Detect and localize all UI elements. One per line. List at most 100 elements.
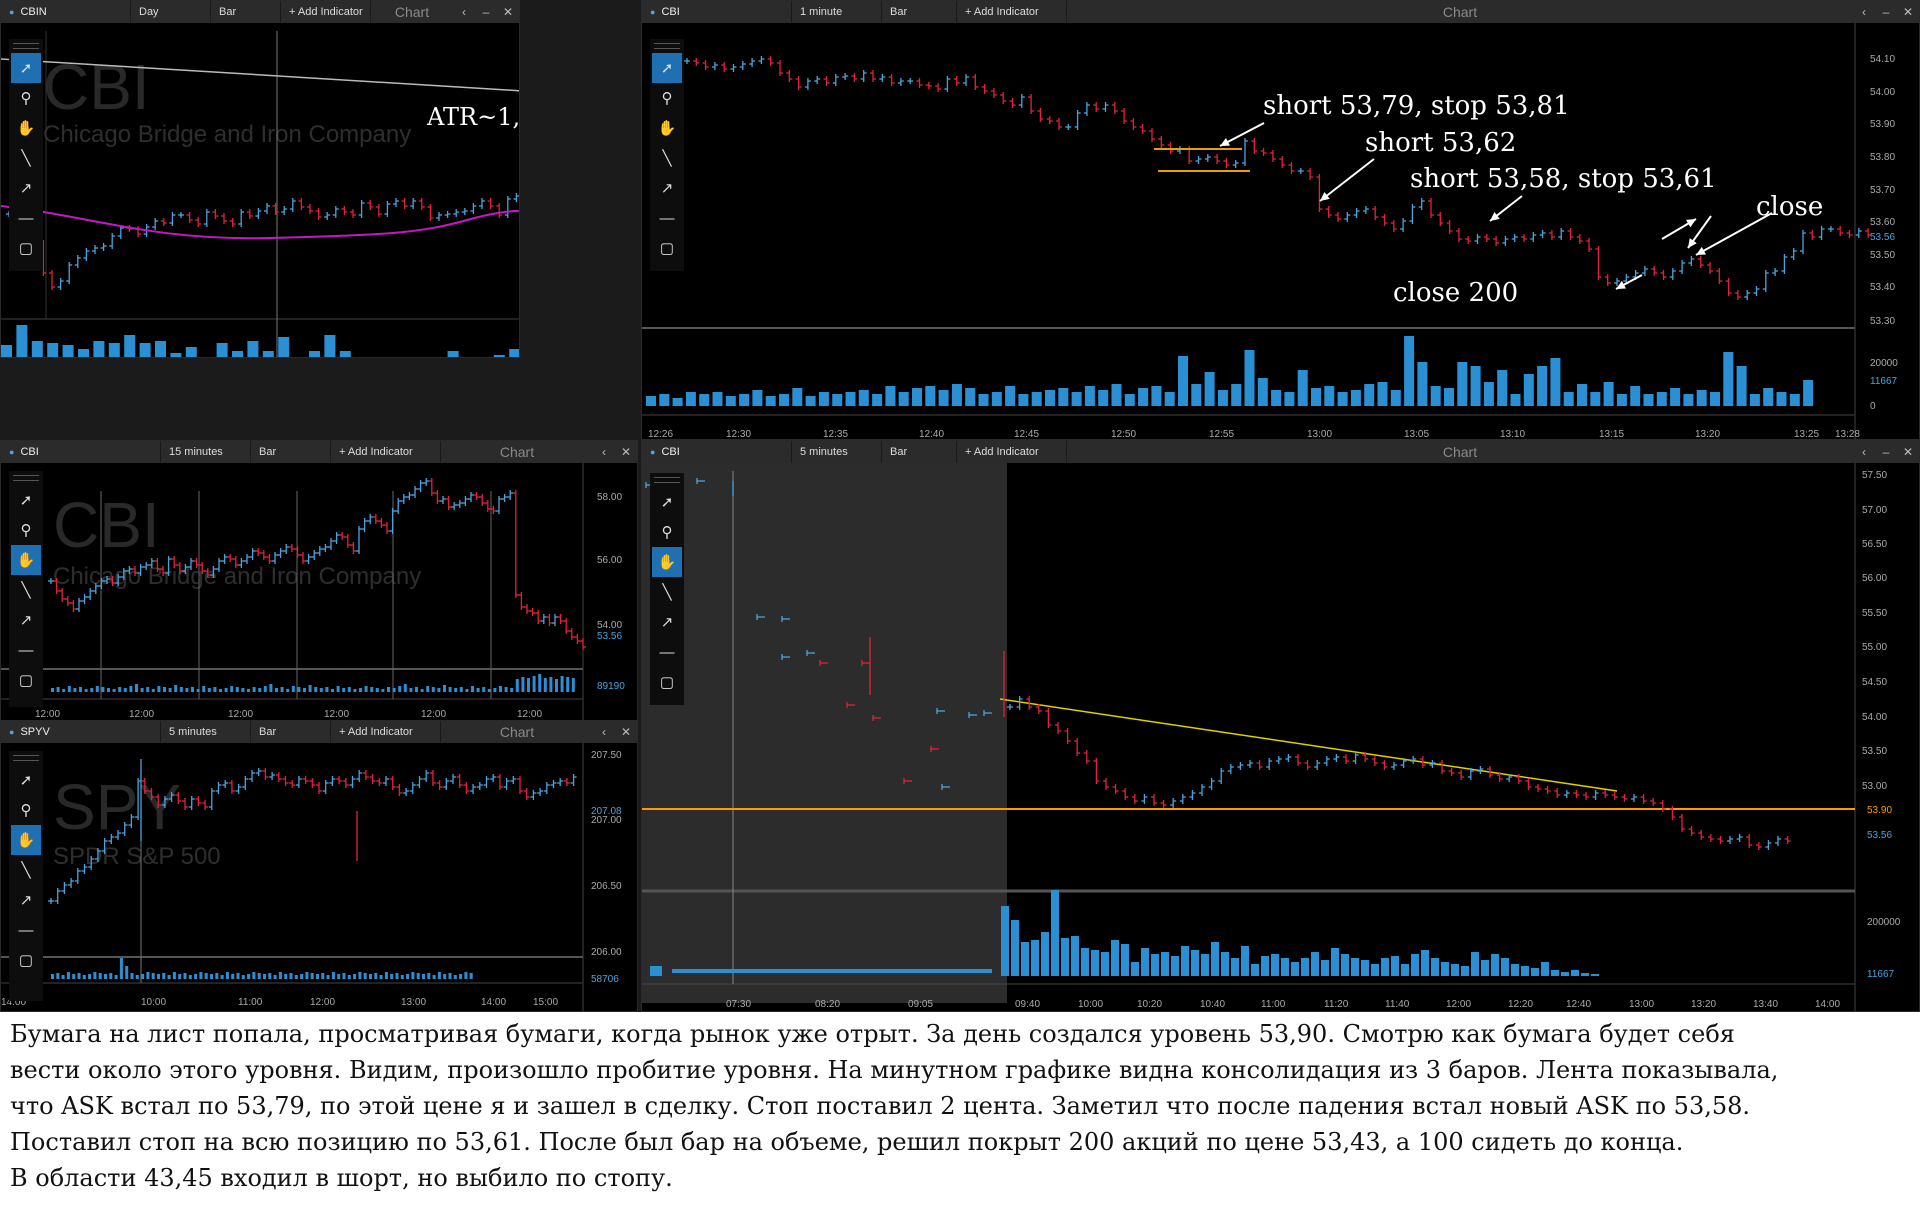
style-select[interactable]: Bar xyxy=(882,1,957,23)
style-select[interactable]: Bar xyxy=(251,441,331,463)
arrow-icon[interactable]: ↗ xyxy=(19,892,33,909)
interval-select[interactable]: Day xyxy=(131,1,211,23)
interval-select[interactable]: 1 minute xyxy=(792,1,882,23)
close-icon[interactable]: ✕ xyxy=(620,445,632,459)
volume-bar xyxy=(454,688,458,692)
volume-bar xyxy=(183,973,187,979)
volume-bar xyxy=(1723,352,1734,406)
arrow-icon[interactable]: ↗ xyxy=(660,614,674,631)
toolbar-grip[interactable] xyxy=(654,477,680,483)
hand-icon[interactable]: ✋ xyxy=(16,120,36,137)
back-icon[interactable]: ‹ xyxy=(462,5,466,19)
time-axis-label: 12:55 xyxy=(1209,429,1234,440)
hand-icon[interactable]: ✋ xyxy=(657,120,677,137)
volume-bar xyxy=(712,392,723,406)
toolbar-grip[interactable] xyxy=(13,475,39,481)
volume-bar xyxy=(1045,390,1055,406)
line-icon[interactable]: ╲ xyxy=(21,150,31,167)
volume-bar xyxy=(109,973,113,979)
toolbar-grip[interactable] xyxy=(654,43,680,49)
style-select[interactable]: Bar xyxy=(882,441,957,463)
cursor-icon[interactable]: ➚ xyxy=(652,53,682,83)
rectangle-icon[interactable]: ▢ xyxy=(18,672,34,689)
volume-bar xyxy=(1563,392,1574,406)
minimize-icon[interactable]: – xyxy=(1882,445,1890,459)
interval-select[interactable]: 5 minutes xyxy=(792,441,882,463)
volume-bar xyxy=(1457,362,1468,406)
zoom-icon[interactable]: ⚲ xyxy=(20,90,32,107)
symbol-field[interactable]: ● CBI xyxy=(642,441,792,463)
minimize-icon[interactable]: – xyxy=(1882,5,1890,19)
arrow-icon[interactable]: ↗ xyxy=(19,612,33,629)
zoom-icon[interactable]: ⚲ xyxy=(661,524,673,541)
hand-icon[interactable]: ✋ xyxy=(11,545,41,575)
volume-bar xyxy=(420,689,424,692)
volume-bar xyxy=(278,337,290,357)
hand-icon[interactable]: ✋ xyxy=(11,825,41,855)
cursor-icon[interactable]: ➚ xyxy=(19,492,33,509)
back-icon[interactable]: ‹ xyxy=(1862,445,1866,459)
minute-chart-plot[interactable]: 54.10 54.00 53.90 53.80 53.70 53.60 53.50 53.40… xyxy=(642,1,1920,440)
add-indicator-button[interactable]: + Add Indicator xyxy=(957,1,1067,23)
volume-bar xyxy=(236,973,240,979)
close-icon[interactable]: ✕ xyxy=(620,725,632,739)
symbol-field[interactable]: ● CBIN xyxy=(1,1,131,23)
hand-icon[interactable]: ✋ xyxy=(652,547,682,577)
hline-icon[interactable]: — xyxy=(18,641,34,659)
time-axis-label: 12:00 xyxy=(310,997,335,1008)
back-icon[interactable]: ‹ xyxy=(602,725,606,739)
add-indicator-button[interactable]: + Add Indicator xyxy=(331,441,441,463)
line-icon[interactable]: ╲ xyxy=(21,582,31,599)
style-select[interactable]: Bar xyxy=(251,721,331,743)
rectangle-icon[interactable]: ▢ xyxy=(18,952,34,969)
line-icon[interactable]: ╲ xyxy=(662,584,672,601)
volume-bar xyxy=(699,394,710,406)
close-icon[interactable]: ✕ xyxy=(1902,445,1914,459)
toolbar-grip[interactable] xyxy=(13,43,39,49)
zoom-icon[interactable]: ⚲ xyxy=(20,522,32,539)
add-indicator-button[interactable]: + Add Indicator xyxy=(281,1,371,23)
volume-bar xyxy=(107,688,110,692)
toolbar-grip[interactable] xyxy=(13,755,39,761)
hline-icon[interactable]: — xyxy=(659,209,675,227)
add-indicator-button[interactable]: + Add Indicator xyxy=(331,721,441,743)
hline-icon[interactable]: — xyxy=(659,643,675,661)
zoom-icon[interactable]: ⚲ xyxy=(20,802,32,819)
close-icon[interactable]: ✕ xyxy=(1902,5,1914,19)
add-indicator-button[interactable]: + Add Indicator xyxy=(957,441,1067,463)
symbol-field[interactable]: ● SPYV xyxy=(1,721,161,743)
cursor-icon[interactable]: ➚ xyxy=(11,53,41,83)
arrow-icon[interactable]: ↗ xyxy=(660,180,674,197)
symbol-field[interactable]: ● CBI xyxy=(1,441,161,463)
hline-icon[interactable]: — xyxy=(18,209,34,227)
spy-chart-plot[interactable]: 207.50 207.00 206.50 206.00 207.08 58706 14:00… xyxy=(1,721,638,1012)
watermark-symbol: CBI xyxy=(43,51,150,123)
symbol-field[interactable]: ● CBI xyxy=(642,1,792,23)
minimize-icon[interactable]: – xyxy=(482,5,490,19)
style-select[interactable]: Bar xyxy=(211,1,281,23)
cursor-icon[interactable]: ➚ xyxy=(660,494,674,511)
cursor-icon[interactable]: ➚ xyxy=(19,772,33,789)
arrow-icon[interactable]: ↗ xyxy=(19,180,33,197)
volume-bar xyxy=(88,974,92,979)
five-minute-chart-plot[interactable]: 57.50 57.00 56.50 56.00 55.50 55.00 54.50 54.00… xyxy=(642,441,1920,1012)
watermark-name: Chicago Bridge and Iron Company xyxy=(43,121,412,148)
line-icon[interactable]: ╲ xyxy=(21,862,31,879)
rectangle-icon[interactable]: ▢ xyxy=(18,240,34,257)
interval-select[interactable]: 5 minutes xyxy=(161,721,251,743)
line-icon[interactable]: ╲ xyxy=(662,150,672,167)
back-icon[interactable]: ‹ xyxy=(1862,5,1866,19)
zoom-icon[interactable]: ⚲ xyxy=(661,90,673,107)
back-icon[interactable]: ‹ xyxy=(602,445,606,459)
rectangle-icon[interactable]: ▢ xyxy=(659,240,675,257)
interval-select[interactable]: 15 minutes xyxy=(161,441,251,463)
volume-bar xyxy=(370,687,374,692)
watermark-name: Chicago Bridge and Iron Company xyxy=(53,563,422,590)
volume-bar xyxy=(363,973,367,979)
close-icon[interactable]: ✕ xyxy=(502,5,514,19)
daily-chart-plot[interactable]: 75.0070.0065.0060.0055.0050.0045.0069.61… xyxy=(1,1,520,358)
hline-icon[interactable]: — xyxy=(18,921,34,939)
link-icon: ● xyxy=(650,447,656,457)
rectangle-icon[interactable]: ▢ xyxy=(659,674,675,691)
